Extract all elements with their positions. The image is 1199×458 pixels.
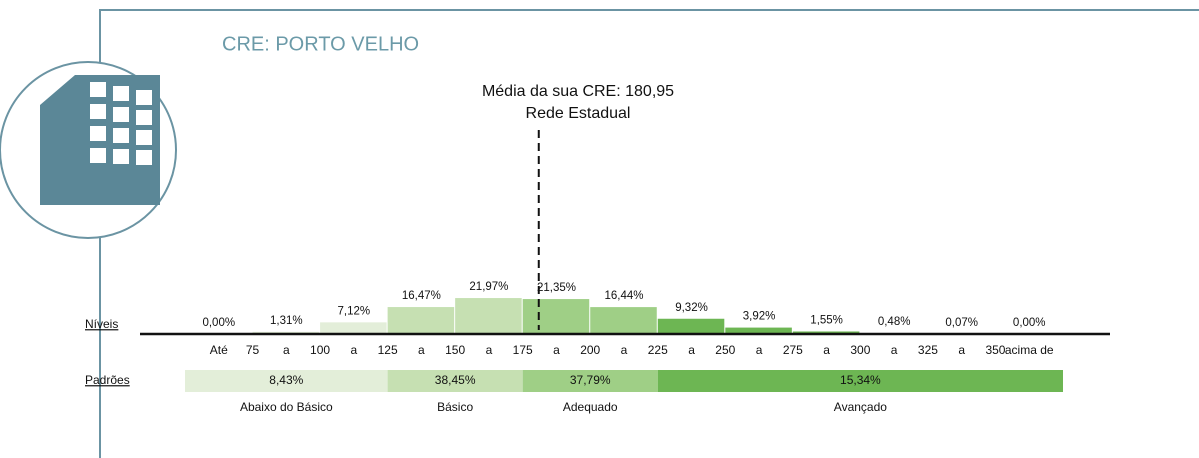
bin-label: a xyxy=(756,343,763,357)
standard-segment xyxy=(657,370,1063,392)
bar xyxy=(455,298,522,334)
x-tick-label: 75 xyxy=(246,343,260,357)
x-tick-label: 200 xyxy=(580,343,600,357)
data-label: 0,48% xyxy=(878,316,911,328)
standard-segment xyxy=(522,370,658,392)
data-label: 21,35% xyxy=(537,282,576,294)
bin-label: a xyxy=(283,343,290,357)
bar xyxy=(792,331,860,334)
row-label: Padrões xyxy=(85,373,130,387)
data-label: 1,31% xyxy=(270,315,303,327)
x-tick-label: 250 xyxy=(715,343,735,357)
bar xyxy=(590,307,657,334)
standard-value: 38,45% xyxy=(435,373,476,387)
data-label: 0,00% xyxy=(1013,317,1046,329)
x-tick-label: 225 xyxy=(648,343,668,357)
frame xyxy=(99,9,1199,458)
x-tick-label: 275 xyxy=(783,343,803,357)
bin-label: Até xyxy=(210,343,228,357)
bar xyxy=(657,318,725,334)
standard-segment xyxy=(185,370,388,392)
data-label: 1,55% xyxy=(810,314,843,326)
data-label: 9,32% xyxy=(675,302,708,314)
bin-label: a xyxy=(553,343,560,357)
data-label: 21,97% xyxy=(469,281,508,293)
bar xyxy=(725,327,792,334)
bin-label: acima de xyxy=(1005,343,1054,357)
annotation: Rede Estadual xyxy=(526,105,631,122)
bin-label: a xyxy=(958,343,965,357)
standard-name: Abaixo do Básico xyxy=(240,400,333,414)
bar xyxy=(387,307,455,334)
standard-value: 8,43% xyxy=(269,373,303,387)
x-tick-label: 175 xyxy=(513,343,533,357)
data-label: 0,07% xyxy=(945,317,978,329)
building-icon xyxy=(40,75,160,205)
standard-name: Adequado xyxy=(563,400,618,414)
standard-value: 15,34% xyxy=(840,373,881,387)
standard-name: Avançado xyxy=(834,400,887,414)
data-label: 0,00% xyxy=(202,317,235,329)
x-tick-label: 350 xyxy=(985,343,1005,357)
bin-label: a xyxy=(418,343,425,357)
x-tick-label: 150 xyxy=(445,343,465,357)
x-tick-label: 125 xyxy=(378,343,398,357)
x-tick-label: 325 xyxy=(918,343,938,357)
data-label: 7,12% xyxy=(338,305,371,317)
chart-title: CRE: PORTO VELHO xyxy=(222,33,419,55)
data-label: 16,44% xyxy=(604,290,643,302)
standard-segment xyxy=(387,370,523,392)
bin-label: a xyxy=(486,343,493,357)
bin-label: a xyxy=(688,343,695,357)
x-tick-label: 100 xyxy=(310,343,330,357)
bar xyxy=(522,299,590,334)
bin-label: a xyxy=(823,343,830,357)
data-label: 3,92% xyxy=(743,311,776,323)
bin-label: a xyxy=(621,343,628,357)
axis-label: Níveis xyxy=(85,317,118,331)
bin-label: a xyxy=(351,343,358,357)
annotation: Média da sua CRE: 180,95 xyxy=(482,83,674,100)
x-tick-label: 300 xyxy=(850,343,870,357)
data-label: 16,47% xyxy=(402,290,441,302)
standard-value: 37,79% xyxy=(570,373,611,387)
bar xyxy=(320,322,387,334)
standard-name: Básico xyxy=(437,400,473,414)
bin-label: a xyxy=(891,343,898,357)
